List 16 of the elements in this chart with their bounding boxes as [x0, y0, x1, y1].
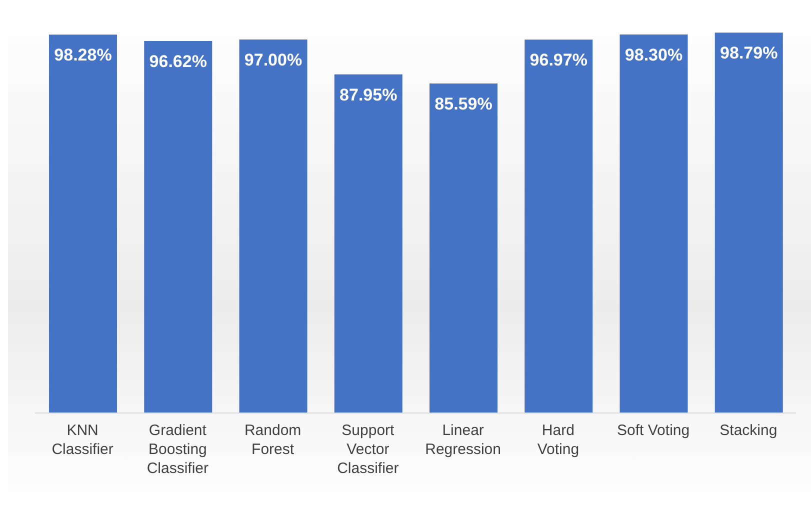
x-tick-label: Gradient Boosting Classifier — [146, 422, 209, 477]
x-tick-label: Hard Voting — [537, 422, 580, 458]
x-tick-label: Stacking — [720, 422, 778, 439]
x-tick-label: KNN Classifier — [52, 422, 114, 458]
x-tick-label: Linear Regression — [425, 422, 501, 458]
data-label: 85.59% — [434, 94, 492, 114]
data-label: 87.95% — [340, 85, 398, 104]
x-tick-label: Soft Voting — [617, 422, 690, 439]
x-tick-label: Random Forest — [244, 422, 302, 458]
x-tick-label: Support Vector Classifier — [337, 422, 399, 477]
data-label: 96.97% — [530, 50, 588, 70]
data-label: 96.62% — [149, 52, 207, 72]
data-label: 98.30% — [624, 46, 683, 65]
data-label: 98.28% — [54, 46, 112, 65]
data-label: 98.79% — [720, 44, 778, 63]
data-label: 97.00% — [244, 50, 302, 70]
